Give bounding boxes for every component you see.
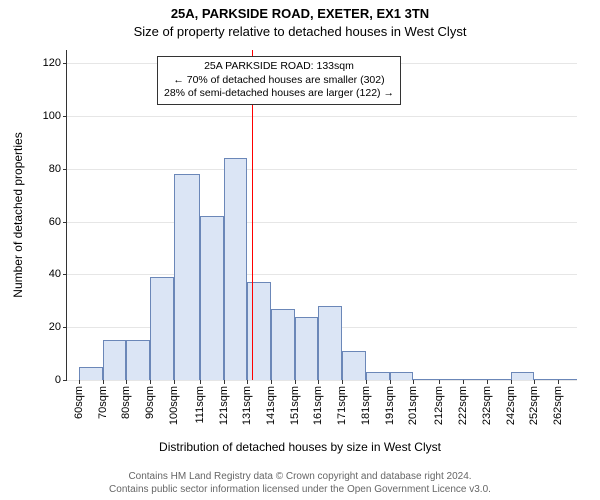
x-tick-label: 70sqm <box>97 386 109 419</box>
y-tick-label: 60 <box>31 216 61 228</box>
histogram-bar <box>318 306 342 380</box>
x-tick <box>366 380 367 384</box>
y-tick <box>63 274 67 275</box>
y-axis-label: Number of detached properties <box>11 132 25 297</box>
y-tick <box>63 380 67 381</box>
histogram-bar <box>342 351 366 380</box>
x-tick <box>413 380 414 384</box>
x-tick-label: 60sqm <box>73 386 85 419</box>
histogram-bar <box>487 379 511 380</box>
x-tick <box>318 380 319 384</box>
x-tick <box>150 380 151 384</box>
page-title-sub: Size of property relative to detached ho… <box>0 24 600 39</box>
footer-line-1: Contains HM Land Registry data © Crown c… <box>0 470 600 483</box>
x-tick <box>271 380 272 384</box>
grid-line <box>67 222 577 223</box>
y-tick <box>63 327 67 328</box>
y-tick <box>63 222 67 223</box>
x-tick-label: 141sqm <box>265 386 277 425</box>
histogram-bar <box>390 372 414 380</box>
y-tick-label: 0 <box>31 374 61 386</box>
x-tick-label: 262sqm <box>552 386 564 425</box>
histogram-bar <box>224 158 248 380</box>
y-tick-label: 80 <box>31 163 61 175</box>
y-tick-label: 20 <box>31 321 61 333</box>
y-tick <box>63 63 67 64</box>
histogram-bar <box>271 309 295 380</box>
x-tick-label: 121sqm <box>218 386 230 425</box>
x-tick <box>558 380 559 384</box>
x-tick-label: 80sqm <box>120 386 132 419</box>
histogram-bar <box>511 372 535 380</box>
y-tick-label: 100 <box>31 110 61 122</box>
x-tick <box>126 380 127 384</box>
histogram-bar <box>295 317 319 380</box>
x-tick-label: 222sqm <box>457 386 469 425</box>
grid-line <box>67 116 577 117</box>
x-tick-label: 111sqm <box>194 386 206 424</box>
x-tick <box>463 380 464 384</box>
x-tick-label: 171sqm <box>336 386 348 425</box>
histogram-bar <box>200 216 224 380</box>
x-tick <box>224 380 225 384</box>
histogram-bar <box>413 379 439 380</box>
x-tick-label: 242sqm <box>505 386 517 425</box>
x-tick-label: 252sqm <box>528 386 540 425</box>
histogram-bar <box>79 367 103 380</box>
x-tick <box>174 380 175 384</box>
histogram-bar <box>150 277 174 380</box>
histogram-bar <box>463 379 487 380</box>
histogram-bar <box>174 174 200 380</box>
x-tick <box>390 380 391 384</box>
x-tick <box>103 380 104 384</box>
x-tick-label: 131sqm <box>241 386 253 425</box>
chart-plot-area: 02040608010012060sqm70sqm80sqm90sqm100sq… <box>66 50 577 381</box>
page-title-main: 25A, PARKSIDE ROAD, EXETER, EX1 3TN <box>0 6 600 21</box>
histogram-bar <box>534 379 558 380</box>
x-tick <box>487 380 488 384</box>
y-tick-label: 40 <box>31 268 61 280</box>
y-tick <box>63 116 67 117</box>
grid-line <box>67 274 577 275</box>
x-tick-label: 100sqm <box>168 386 180 425</box>
x-tick <box>534 380 535 384</box>
footer-attribution: Contains HM Land Registry data © Crown c… <box>0 470 600 496</box>
x-axis-label: Distribution of detached houses by size … <box>0 440 600 454</box>
histogram-bar <box>103 340 127 380</box>
x-tick-label: 191sqm <box>384 386 396 425</box>
histogram-bar <box>126 340 150 380</box>
x-tick <box>295 380 296 384</box>
histogram-bar <box>247 282 271 380</box>
annotation-line: 28% of semi-detached houses are larger (… <box>164 87 394 101</box>
x-tick <box>200 380 201 384</box>
annotation-line: 25A PARKSIDE ROAD: 133sqm <box>164 60 394 74</box>
x-tick-label: 181sqm <box>360 386 372 425</box>
x-tick <box>511 380 512 384</box>
x-tick <box>439 380 440 384</box>
annotation-line: ← 70% of detached houses are smaller (30… <box>164 74 394 88</box>
grid-line <box>67 169 577 170</box>
x-tick-label: 161sqm <box>312 386 324 425</box>
x-tick-label: 201sqm <box>407 386 419 425</box>
x-tick <box>247 380 248 384</box>
x-tick-label: 232sqm <box>481 386 493 425</box>
y-tick <box>63 169 67 170</box>
y-tick-label: 120 <box>31 57 61 69</box>
annotation-box: 25A PARKSIDE ROAD: 133sqm← 70% of detach… <box>157 56 401 105</box>
x-tick-label: 151sqm <box>289 386 301 425</box>
histogram-bar <box>558 379 577 380</box>
x-tick-label: 212sqm <box>433 386 445 425</box>
grid-line <box>67 380 577 381</box>
footer-line-2: Contains public sector information licen… <box>0 483 600 496</box>
x-tick-label: 90sqm <box>144 386 156 419</box>
histogram-bar <box>439 379 463 380</box>
histogram-bar <box>366 372 390 380</box>
x-tick <box>342 380 343 384</box>
x-tick <box>79 380 80 384</box>
